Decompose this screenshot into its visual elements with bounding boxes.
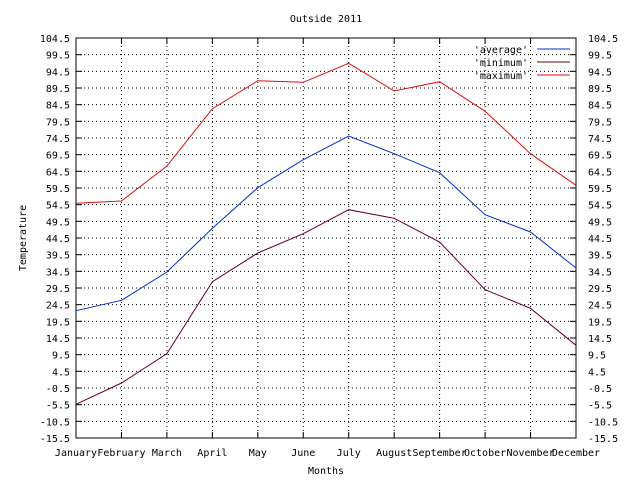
y-tick-label-right: 94.5 bbox=[588, 67, 612, 78]
y-tick-label: -5.5 bbox=[46, 401, 70, 412]
y-tick-label-right: 39.5 bbox=[588, 251, 612, 262]
y-tick-label: 74.5 bbox=[46, 134, 70, 145]
series-lines bbox=[75, 62, 577, 405]
y-tick-label: -15.5 bbox=[40, 434, 70, 445]
y-tick-label: 99.5 bbox=[46, 51, 70, 62]
x-tick-label: August bbox=[376, 448, 412, 459]
x-axis-label: Months bbox=[308, 466, 344, 477]
x-tick-label: February bbox=[97, 448, 145, 459]
y-tick-label-right: 69.5 bbox=[588, 151, 612, 162]
y-tick-label-right: -10.5 bbox=[588, 417, 618, 428]
series-line-0 bbox=[75, 135, 577, 312]
y-tick-label-right: 9.5 bbox=[588, 351, 606, 362]
y-axis-label: Temperature bbox=[18, 205, 29, 271]
y-tick-label: 89.5 bbox=[46, 84, 70, 95]
y-tick-label-right: 104.5 bbox=[588, 34, 618, 45]
y-tick-label: 104.5 bbox=[40, 34, 70, 45]
y-tick-label-right: 74.5 bbox=[588, 134, 612, 145]
y-tick-label: 64.5 bbox=[46, 167, 70, 178]
y-tick-label: 39.5 bbox=[46, 251, 70, 262]
chart-title: Outside 2011 bbox=[290, 14, 362, 25]
legend-entry-label: 'maximum' bbox=[474, 71, 528, 82]
legend-entry-label: 'average' bbox=[474, 45, 528, 56]
y-tick-label: 84.5 bbox=[46, 101, 70, 112]
y-tick-label-right: 29.5 bbox=[588, 284, 612, 295]
y-tick-label-right: -5.5 bbox=[588, 401, 612, 412]
x-tick-labels: January February March April May June July Augu… bbox=[55, 448, 600, 459]
y-tick-label-right: 89.5 bbox=[588, 84, 612, 95]
y-tick-label: -10.5 bbox=[40, 417, 70, 428]
y-tick-label: 49.5 bbox=[46, 217, 70, 228]
y-tick-label: 44.5 bbox=[46, 234, 70, 245]
x-tick-label: December bbox=[552, 448, 600, 459]
y-tick-label-right: 49.5 bbox=[588, 217, 612, 228]
y-tick-label-right: 4.5 bbox=[588, 367, 606, 378]
y-tick-label: 34.5 bbox=[46, 267, 70, 278]
y-tick-label-right: 34.5 bbox=[588, 267, 612, 278]
y-tick-label-right: 44.5 bbox=[588, 234, 612, 245]
y-tick-label-right: 59.5 bbox=[588, 184, 612, 195]
y-tick-label: 29.5 bbox=[46, 284, 70, 295]
y-tick-label: 94.5 bbox=[46, 67, 70, 78]
grid bbox=[76, 38, 576, 438]
y-tick-label: 19.5 bbox=[46, 317, 70, 328]
y-tick-label: 9.5 bbox=[52, 351, 70, 362]
series-line-1 bbox=[75, 209, 577, 405]
legend: 'average' 'minimum' 'maximum' bbox=[474, 45, 570, 82]
x-tick-label: March bbox=[152, 448, 182, 459]
x-tick-label: November bbox=[506, 448, 554, 459]
series-line-2 bbox=[75, 62, 577, 204]
x-tick-label: July bbox=[337, 448, 361, 459]
axis-ticks bbox=[75, 37, 577, 439]
y-tick-label: 59.5 bbox=[46, 184, 70, 195]
y-tick-label-right: 79.5 bbox=[588, 117, 612, 128]
y-tick-label-right: 14.5 bbox=[588, 334, 612, 345]
y-tick-label: 14.5 bbox=[46, 334, 70, 345]
y-tick-label: -0.5 bbox=[46, 384, 70, 395]
x-tick-label: June bbox=[291, 448, 315, 459]
y-tick-label: 69.5 bbox=[46, 151, 70, 162]
y-tick-label: 4.5 bbox=[52, 367, 70, 378]
x-tick-label: April bbox=[197, 448, 227, 459]
legend-entry-label: 'minimum' bbox=[474, 58, 528, 69]
y-tick-label-right: 54.5 bbox=[588, 201, 612, 212]
x-tick-label: September bbox=[413, 448, 467, 459]
y-tick-label-right: 19.5 bbox=[588, 317, 612, 328]
y-tick-labels-right: 104.5 99.5 94.5 89.5 84.5 79.5 74.5 69.5 64.5 59.… bbox=[588, 34, 618, 445]
y-tick-label-right: -0.5 bbox=[588, 384, 612, 395]
y-tick-label-right: 84.5 bbox=[588, 101, 612, 112]
y-tick-label-right: -15.5 bbox=[588, 434, 618, 445]
y-tick-label-right: 24.5 bbox=[588, 301, 612, 312]
y-tick-labels-left: 104.5 99.5 94.5 89.5 84.5 79.5 74.5 69.5 64.5 59.… bbox=[40, 34, 70, 445]
x-tick-label: May bbox=[249, 448, 267, 459]
y-tick-label-right: 64.5 bbox=[588, 167, 612, 178]
y-tick-label-right: 99.5 bbox=[588, 51, 612, 62]
y-tick-label: 54.5 bbox=[46, 201, 70, 212]
y-tick-label: 79.5 bbox=[46, 117, 70, 128]
x-tick-label: October bbox=[464, 448, 506, 459]
y-tick-label: 24.5 bbox=[46, 301, 70, 312]
x-tick-label: January bbox=[55, 448, 97, 459]
